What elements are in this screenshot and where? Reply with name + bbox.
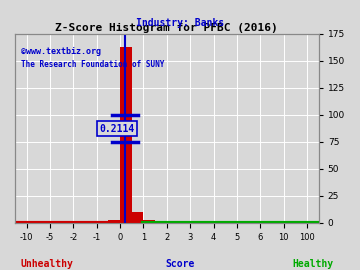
Bar [120,47,132,223]
Bar [108,220,120,223]
Text: The Research Foundation of SUNY: The Research Foundation of SUNY [21,60,165,69]
Text: Healthy: Healthy [293,259,334,269]
Text: Unhealthy: Unhealthy [21,259,73,269]
Bar [144,220,155,223]
Bar [132,212,144,223]
Title: Z-Score Histogram for PFBC (2016): Z-Score Histogram for PFBC (2016) [55,23,278,33]
Text: Score: Score [165,259,195,269]
Text: ©www.textbiz.org: ©www.textbiz.org [21,47,101,56]
Text: Industry: Banks: Industry: Banks [136,18,224,28]
Text: 0.2114: 0.2114 [99,124,135,134]
